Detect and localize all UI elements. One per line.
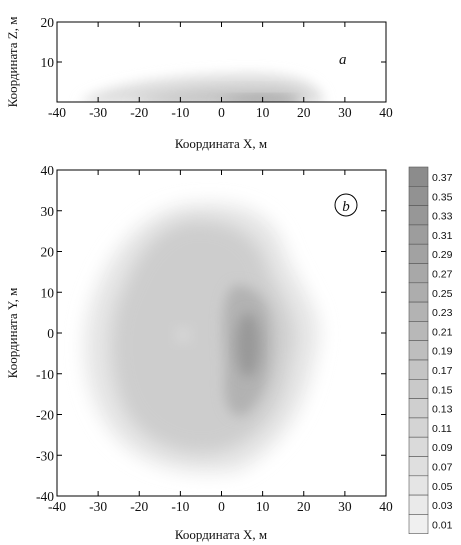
b-x-tick-label: 20 [297, 499, 311, 514]
b-y-tick-label: -30 [36, 448, 54, 463]
b-y-tick-label: -20 [36, 408, 54, 423]
a-x-tick-label: -30 [89, 105, 107, 120]
colorbar-swatch [408, 166, 429, 187]
colorbar-level-label: 0.33 [432, 211, 453, 223]
colorbar-level-label: 0.07 [432, 462, 453, 474]
panel-b: -40 -30 -20 -10 0 10 20 30 40 -40 -30 -20 -10 0 10 20 3… [5, 163, 393, 542]
colorbar-level-label: 0.35 [432, 191, 453, 203]
panel-a-x-tick-labels: -40 -30 -20 -10 0 10 20 30 40 [48, 105, 393, 120]
b-x-tick-label: 40 [379, 499, 393, 514]
panel-b-y-axis-title: Координата Y, м [5, 288, 20, 379]
colorbar-swatch [408, 263, 429, 284]
panel-b-label-circle [334, 193, 358, 217]
b-y-tick-label: 0 [47, 326, 54, 341]
panel-a-label: a [339, 52, 347, 68]
colorbar-swatch [408, 475, 429, 496]
colorbar-level-label: 0.17 [432, 365, 453, 377]
b-y-tick-label: 20 [41, 245, 55, 260]
colorbar-swatch [408, 340, 429, 361]
colorbar-swatch [408, 398, 429, 419]
colorbar-swatch [408, 359, 429, 380]
panel-a-y-axis-title: Координата Z, м [5, 17, 20, 108]
panel-b-x-axis-title: Координата X, м [175, 527, 267, 542]
colorbar-level-label: 0.23 [432, 307, 453, 319]
colorbar-swatch [408, 494, 429, 515]
panel-b-local-min [174, 326, 192, 344]
b-x-tick-label: -20 [130, 499, 148, 514]
panel-a-ticks [56, 21, 387, 102]
colorbar-level-label: 0.37 [432, 172, 453, 184]
a-x-tick-label: 0 [218, 105, 225, 120]
panel-b-ticks [56, 169, 387, 497]
a-x-tick-label: 10 [256, 105, 270, 120]
colorbar-swatch [408, 224, 429, 245]
a-y-tick-label: 10 [41, 55, 55, 70]
panel-a-contours [81, 73, 324, 102]
colorbar-level-label: 0.21 [432, 326, 453, 338]
colorbar-swatch [408, 243, 429, 264]
panel-a: -40 -30 -20 -10 0 10 20 30 40 10 20 a Координата … [5, 15, 393, 151]
colorbar-swatch [408, 186, 429, 206]
panel-a-y-tick-labels: 10 20 [41, 15, 55, 70]
colorbar-swatch [408, 301, 429, 322]
a-x-tick-label: -20 [130, 105, 148, 120]
colorbar-level-label: 0.31 [432, 230, 453, 242]
colorbar-level-label: 0.29 [432, 249, 453, 261]
colorbar-level-label: 0.25 [432, 288, 453, 300]
b-x-tick-label: 30 [338, 499, 352, 514]
colorbar-swatch [408, 205, 429, 226]
b-y-tick-label: 40 [41, 163, 55, 178]
panel-b-contour-core [236, 313, 260, 377]
colorbar-swatch [408, 514, 429, 535]
b-y-tick-label: -10 [36, 367, 54, 382]
b-y-tick-label: 10 [41, 285, 55, 300]
b-x-tick-label: 10 [256, 499, 270, 514]
colorbar-swatch [408, 436, 429, 457]
colorbar-level-label: 0.15 [432, 384, 453, 396]
a-x-tick-label: -40 [48, 105, 66, 120]
panel-b-y-tick-labels: -40 -30 -20 -10 0 10 20 30 40 [36, 163, 54, 504]
b-x-tick-label: -10 [171, 499, 189, 514]
colorbar-swatch [408, 378, 429, 399]
panel-b-x-tick-labels: -40 -30 -20 -10 0 10 20 30 40 [48, 499, 393, 514]
b-x-tick-label: 0 [218, 499, 225, 514]
a-x-tick-label: -10 [171, 105, 189, 120]
colorbar-level-label: 0.19 [432, 346, 453, 358]
panel-a-x-axis-title: Координата X, м [175, 136, 267, 151]
colorbar-level-label: 0.11 [432, 423, 452, 435]
b-x-tick-label: -30 [89, 499, 107, 514]
panel-b-contours [84, 203, 320, 473]
panel-b-label: b [342, 199, 350, 215]
colorbar-level-label: 0.03 [432, 500, 453, 512]
a-x-tick-label: 30 [338, 105, 352, 120]
panel-a-plume-core [220, 96, 295, 102]
colorbar-level-label: 0.13 [432, 404, 453, 416]
b-y-tick-label: -40 [36, 489, 54, 504]
a-x-tick-label: 40 [379, 105, 393, 120]
b-y-tick-label: 30 [41, 204, 55, 219]
colorbar-swatch [408, 456, 429, 477]
colorbar-level-label: 0.05 [432, 481, 453, 493]
colorbar-level-label: 0.27 [432, 269, 453, 281]
colorbar-level-label: 0.09 [432, 442, 453, 454]
colorbar: 0.37 0.35 0.33 0.31 0.29 0.27 0.25 0.23 0.21 0.19… [408, 166, 453, 535]
a-x-tick-label: 20 [297, 105, 311, 120]
b-x-tick-label: -40 [48, 499, 66, 514]
colorbar-swatch [408, 282, 429, 303]
colorbar-level-label: 0.01 [432, 519, 453, 531]
a-y-tick-label: 20 [41, 15, 55, 30]
colorbar-swatch [408, 417, 429, 438]
colorbar-swatch [408, 321, 429, 341]
